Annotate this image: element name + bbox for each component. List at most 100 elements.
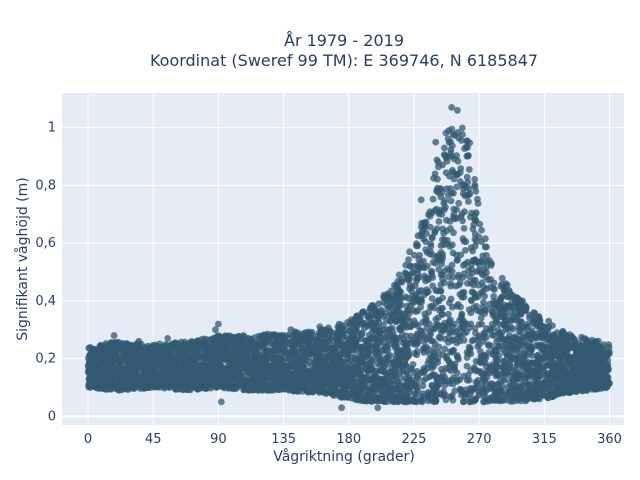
- data-point: [433, 321, 440, 329]
- data-point: [453, 152, 460, 160]
- data-point: [574, 359, 581, 367]
- data-point: [605, 341, 613, 349]
- data-point: [435, 333, 443, 341]
- data-point: [427, 243, 435, 250]
- data-point: [364, 377, 372, 385]
- data-point: [456, 291, 464, 298]
- data-point: [565, 384, 573, 392]
- data-point: [228, 355, 235, 363]
- data-point: [396, 356, 404, 364]
- data-point: [365, 315, 372, 322]
- data-point: [490, 292, 498, 300]
- data-point: [421, 272, 428, 280]
- data-point: [478, 279, 486, 287]
- data-point: [578, 367, 586, 375]
- data-point: [453, 251, 460, 259]
- data-point: [506, 316, 514, 324]
- data-point: [485, 349, 493, 356]
- data-point: [133, 367, 141, 374]
- data-point: [448, 392, 456, 400]
- data-point: [421, 338, 428, 346]
- data-point: [458, 137, 465, 144]
- data-point: [369, 389, 377, 397]
- data-point: [199, 361, 207, 369]
- data-point: [397, 369, 404, 376]
- data-point: [426, 212, 434, 220]
- data-point: [314, 336, 321, 343]
- data-point: [394, 398, 402, 406]
- data-point: [151, 345, 159, 353]
- data-point: [115, 358, 123, 365]
- data-point: [441, 335, 449, 343]
- data-point: [233, 374, 241, 382]
- data-point: [605, 379, 613, 387]
- data-point: [313, 376, 321, 384]
- chart-title: År 1979 - 2019: [284, 31, 404, 50]
- data-point: [432, 286, 440, 294]
- data-point: [519, 333, 526, 341]
- data-point: [444, 191, 452, 199]
- data-point: [533, 389, 540, 397]
- data-point: [127, 341, 135, 349]
- data-point: [179, 349, 187, 357]
- data-point: [445, 310, 452, 318]
- data-point: [459, 235, 467, 243]
- data-point: [402, 342, 409, 349]
- data-point: [414, 387, 422, 394]
- data-point: [392, 301, 400, 309]
- data-point: [428, 295, 436, 302]
- data-point: [426, 223, 434, 231]
- data-point: [186, 384, 194, 392]
- data-point: [467, 309, 475, 317]
- data-point: [235, 333, 243, 341]
- data-point: [389, 393, 397, 401]
- data-point: [516, 351, 524, 359]
- data-point: [288, 332, 296, 340]
- data-point: [513, 335, 521, 343]
- data-point: [471, 365, 478, 373]
- data-point: [599, 346, 607, 354]
- data-point: [460, 330, 468, 337]
- data-point: [470, 281, 477, 289]
- data-point: [465, 166, 473, 173]
- data-point: [169, 380, 177, 388]
- data-point: [468, 269, 476, 277]
- data-point: [458, 124, 466, 132]
- data-point: [435, 210, 443, 218]
- data-point: [285, 351, 292, 358]
- data-point: [279, 369, 287, 377]
- data-point: [375, 396, 382, 403]
- data-point: [435, 218, 443, 225]
- data-point: [420, 377, 427, 384]
- data-point: [564, 354, 572, 361]
- data-point: [112, 345, 120, 353]
- data-point: [447, 348, 454, 356]
- data-point: [417, 393, 425, 400]
- data-point: [507, 372, 514, 380]
- data-point: [420, 346, 427, 353]
- data-point: [179, 356, 187, 364]
- data-point: [439, 294, 446, 302]
- data-point: [342, 347, 350, 355]
- data-point: [445, 317, 453, 325]
- chart-subtitle: Koordinat (Sweref 99 TM): E 369746, N 61…: [150, 51, 538, 70]
- data-point: [175, 369, 183, 377]
- data-point: [447, 146, 455, 154]
- data-point: [124, 348, 131, 355]
- data-point: [494, 327, 502, 334]
- data-point: [154, 356, 162, 363]
- data-point: [272, 341, 280, 348]
- data-point: [543, 372, 551, 379]
- data-point: [526, 311, 533, 319]
- data-point: [228, 333, 236, 341]
- data-point: [493, 338, 500, 345]
- data-point: [210, 343, 218, 351]
- data-point: [460, 225, 468, 232]
- data-point: [465, 349, 472, 357]
- data-point: [320, 360, 327, 367]
- data-point: [383, 342, 391, 350]
- data-point: [450, 205, 458, 213]
- data-point: [448, 166, 456, 174]
- data-point: [458, 210, 466, 218]
- data-point: [124, 371, 131, 379]
